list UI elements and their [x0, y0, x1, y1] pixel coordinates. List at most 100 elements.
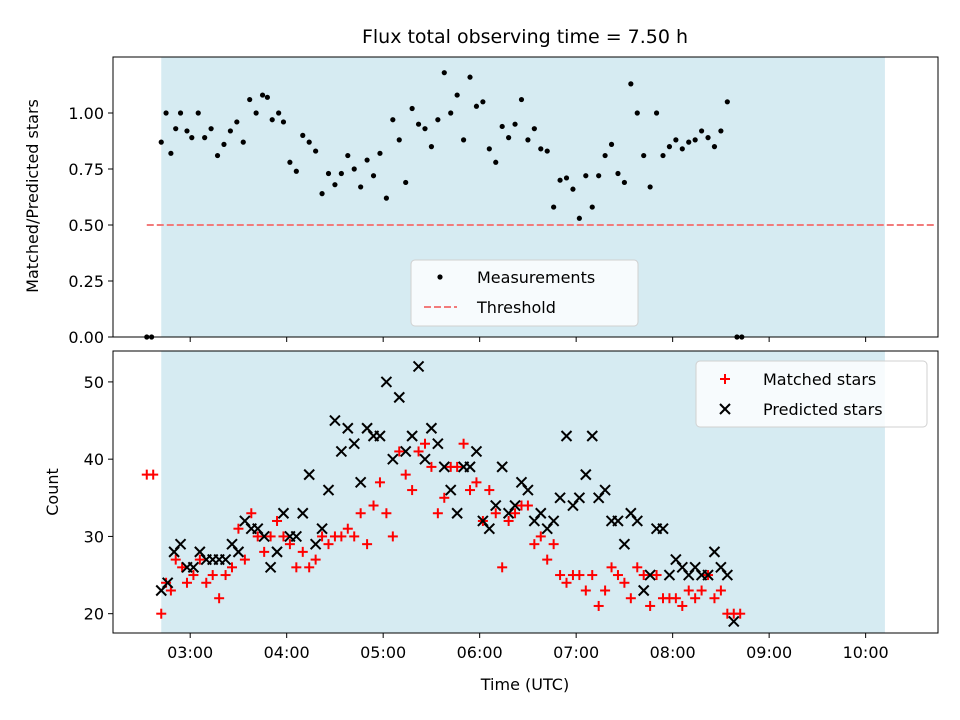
measurement-point	[383, 195, 389, 201]
predicted-stars-point	[329, 414, 341, 427]
matched-stars-point	[683, 585, 694, 596]
measurement-point	[319, 191, 325, 197]
predicted-stars-point	[174, 538, 187, 550]
matched-stars-point	[272, 515, 283, 526]
measurement-point	[240, 139, 246, 145]
measurement-point	[338, 170, 344, 177]
measurement-point	[673, 137, 679, 143]
measurement-point	[538, 146, 544, 152]
matched-stars-point	[355, 508, 366, 519]
predicted-stars-point	[277, 507, 290, 519]
matched-stars-point	[632, 562, 643, 573]
matched-stars-point	[497, 562, 508, 573]
measurement-point	[615, 170, 621, 177]
measurement-point	[448, 110, 454, 116]
predicted-stars-point	[425, 422, 438, 434]
predicted-stars-point	[322, 484, 335, 496]
matched-stars-point	[201, 577, 212, 588]
matched-stars-point	[677, 600, 688, 611]
matched-stars-point	[413, 446, 424, 457]
predicted-stars-point	[586, 430, 598, 442]
matched-stars-point	[342, 523, 353, 534]
measurement-point	[208, 126, 214, 132]
top-x-ticks	[189, 337, 867, 342]
measurement-point	[486, 146, 492, 152]
top-y-tick-label: 0.00	[68, 328, 104, 347]
matched-stars-point	[561, 577, 572, 588]
bottom-x-ticks: 03:00 04:00 05:00 06:00 07:00 08:00 09:00 10:00	[167, 633, 889, 662]
predicted-stars-point	[432, 438, 444, 450]
matched-stars-point	[407, 485, 418, 496]
measurement-point	[621, 179, 628, 186]
matched-stars-point	[368, 500, 379, 511]
matched-stars-point	[148, 469, 159, 480]
bottom-x-axis-label: Time (UTC)	[480, 675, 569, 694]
matched-stars-point	[580, 585, 591, 596]
bottom-x-tick-label: 08:00	[650, 643, 696, 662]
predicted-stars-point	[580, 468, 592, 481]
matched-stars-point	[432, 508, 443, 519]
predicted-stars-point	[554, 492, 566, 504]
legend-matched-marker	[720, 374, 730, 384]
matched-stars-point	[374, 477, 385, 488]
predicted-stars-point	[728, 615, 740, 628]
measurement-point	[158, 139, 164, 145]
matched-stars-point	[735, 608, 746, 619]
predicted-stars-point	[354, 476, 367, 489]
measurement-point	[253, 110, 259, 116]
matched-stars-point	[188, 570, 199, 581]
measurement-point	[415, 121, 422, 127]
measurement-point	[195, 110, 201, 116]
matched-stars-point	[194, 554, 205, 565]
measurement-point	[718, 128, 724, 134]
predicted-stars-point	[445, 484, 457, 496]
matched-stars-point	[587, 570, 598, 581]
measurement-point	[480, 99, 486, 105]
measurement-point	[473, 103, 480, 109]
predicted-stars-point	[380, 376, 393, 388]
matched-stars-point	[297, 546, 308, 557]
predicted-stars-point	[547, 515, 560, 527]
matched-stars-point	[177, 562, 188, 573]
matched-stars-point	[696, 585, 707, 596]
measurement-point	[711, 144, 718, 150]
measurement-point	[551, 204, 557, 210]
bottom-x-tick-label: 05:00	[360, 643, 406, 662]
matched-stars-point	[227, 562, 238, 573]
measurement-point	[358, 184, 364, 190]
bottom-legend: Matched stars Predicted stars	[695, 360, 928, 428]
measurement-point	[173, 126, 179, 132]
legend-matched-label: Matched stars	[763, 370, 876, 389]
matched-stars-point	[484, 485, 495, 496]
predicted-stars-point	[644, 569, 656, 581]
predicted-stars-point	[451, 507, 463, 519]
matched-stars-point	[252, 531, 263, 542]
predicted-stars-point	[490, 499, 502, 512]
predicted-stars-point	[187, 561, 200, 574]
bottom-x-tick-label: 10:00	[843, 643, 889, 662]
matched-stars-point	[220, 570, 231, 581]
measurement-point	[441, 70, 447, 76]
measurement-point	[602, 152, 608, 159]
matched-stars-point	[452, 461, 463, 472]
legend-predicted-marker	[719, 403, 731, 415]
matched-stars-point	[715, 585, 726, 596]
bottom-plot-frame	[112, 350, 939, 634]
bottom-y-tick-label: 50	[84, 373, 104, 392]
measurement-point	[525, 137, 531, 143]
legend-threshold-label: Threshold	[476, 298, 556, 317]
predicted-stars-point	[393, 391, 405, 404]
measurement-point	[724, 99, 730, 105]
measurement-point	[409, 105, 415, 112]
matched-stars-point	[284, 539, 295, 550]
measurement-point	[227, 128, 233, 134]
predicted-stars-point	[657, 522, 669, 535]
legend-predicted-label: Predicted stars	[763, 400, 883, 419]
measurement-point	[184, 128, 190, 134]
matched-stars-point	[510, 508, 521, 519]
measurement-point	[313, 148, 319, 154]
bottom-x-tick-label: 09:00	[746, 643, 792, 662]
legend-measurements-label: Measurements	[477, 268, 595, 287]
measurement-point	[666, 144, 673, 150]
matched-stars-point	[265, 531, 276, 542]
